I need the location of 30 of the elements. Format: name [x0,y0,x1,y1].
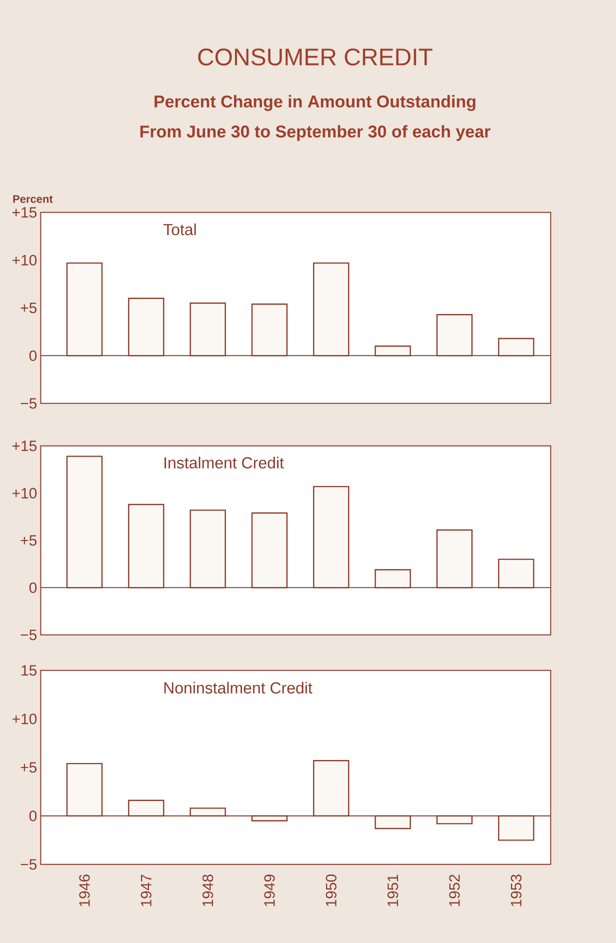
text: Instalment Credit [164,456,284,468]
y-tick-label: 0 [29,582,37,593]
y-tick-label: +10 [12,714,37,724]
x-tick-label: 1953 [510,874,522,906]
y-tick-label: +10 [12,254,37,266]
y-tick-label: +5 [20,535,37,546]
y-tick-label: +5 [20,302,37,314]
y-tick-label: +15 [12,440,37,452]
x-tick-label: 1949 [264,874,275,906]
y-tick-label: −5 [20,398,37,409]
x-tick-label: 1951 [388,874,398,906]
y-tick-label: +10 [12,488,37,498]
y-tick-label: −5 [20,859,37,870]
y-axis-title: Percent [13,195,53,203]
text: From June 30 to September 30 of each year [140,125,490,141]
y-tick-label: −5 [20,630,37,640]
y-tick-label: 0 [29,350,37,361]
x-tick-label: 1947 [140,874,152,906]
text: Percent Change in Amount Outstanding [154,95,476,111]
y-tick-label: 0 [29,810,37,822]
y-tick-label: +5 [20,762,37,773]
text: Total [163,223,196,236]
x-tick-label: 1952 [449,874,460,906]
x-tick-label: 1946 [79,874,90,906]
text: CONSUMER CREDIT [198,48,432,66]
y-tick-label: +15 [12,207,37,218]
y-tick-label: 15 [22,665,37,676]
text: Noninstalment Credit [164,682,312,694]
x-tick-label: 1948 [202,874,214,906]
x-tick-label: 1950 [326,874,336,906]
